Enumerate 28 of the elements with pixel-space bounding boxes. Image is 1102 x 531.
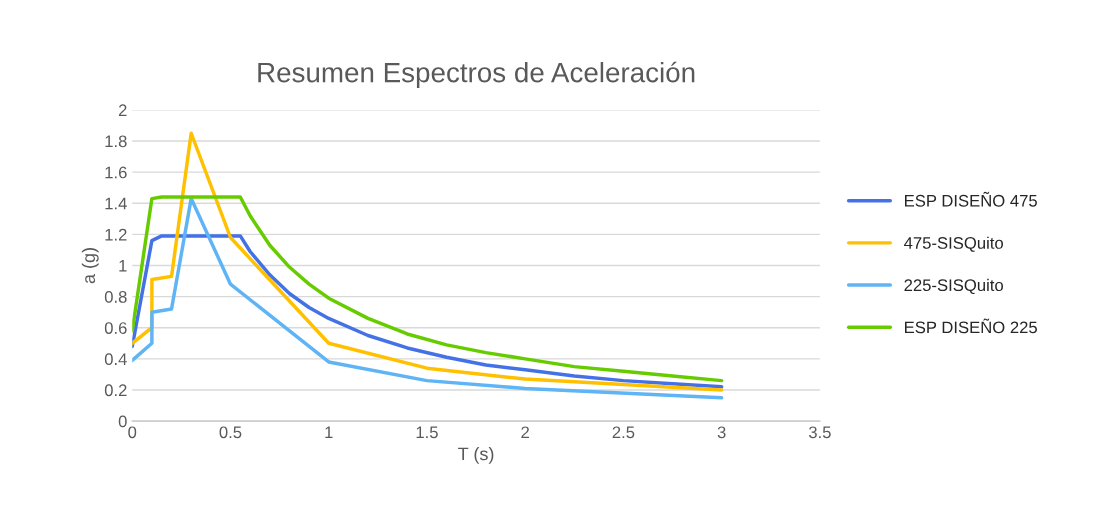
- y-tick-label: 0.8: [104, 291, 127, 303]
- y-tick-label: 0.6: [104, 322, 127, 334]
- x-tick-label: 2.5: [612, 426, 635, 439]
- y-tick-label: 0.4: [104, 353, 127, 366]
- y-tick-label: 1.8: [105, 135, 127, 148]
- x-tick-label: 0: [128, 426, 137, 439]
- y-tick-label: 1.2: [105, 228, 127, 241]
- x-tick-label: 1: [325, 426, 333, 439]
- y-tick-label: 1.6: [105, 166, 127, 179]
- x-tick-label: 3.5: [808, 426, 831, 439]
- chart-title: Resumen Espectros de Aceleración: [258, 61, 695, 88]
- y-tick-label: 0: [118, 415, 127, 428]
- legend-label: ESP DISEÑO 475: [905, 191, 1037, 207]
- x-axis-title: T (s): [458, 447, 494, 464]
- x-tick-label: 3: [717, 426, 726, 439]
- x-tick-label: 1.5: [416, 426, 438, 439]
- x-tick-label: 0.5: [219, 426, 242, 439]
- line-series: [132, 131, 724, 392]
- y-axis-title: a (g): [81, 248, 99, 284]
- legend-label: 225-SISQuito: [904, 278, 1003, 295]
- x-tick-label: 2: [521, 426, 529, 439]
- y-tick-label: 2: [118, 104, 127, 116]
- line-series: [132, 234, 724, 389]
- y-tick-label: 1.4: [105, 197, 127, 210]
- legend-label: ESP DISEÑO 225: [905, 318, 1037, 334]
- y-tick-label: 1: [119, 260, 127, 272]
- legend-label: 475-SISQuito: [904, 236, 1003, 252]
- y-tick-label: 0.2: [104, 384, 127, 397]
